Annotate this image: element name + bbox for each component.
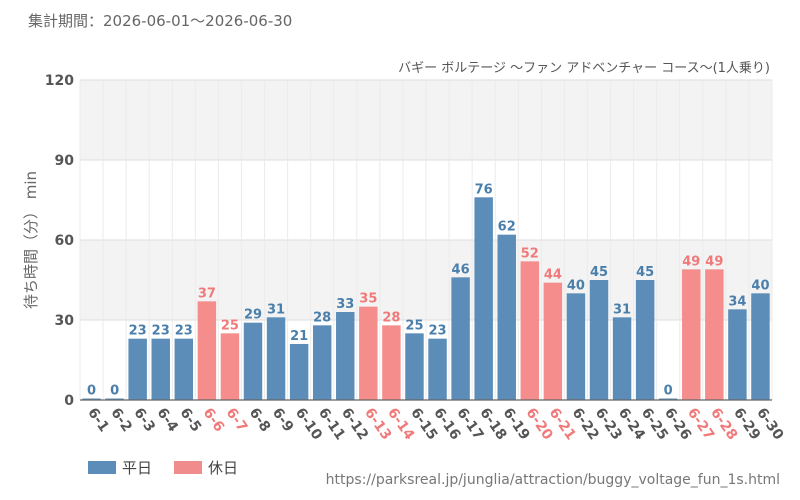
- bar-value-label: 40: [751, 278, 769, 293]
- period-label: 集計期間：2026-06-01～2026-06-30: [28, 12, 293, 30]
- bar-value-label: 23: [152, 324, 170, 339]
- bar: [589, 280, 609, 400]
- bar-value-label: 40: [567, 278, 585, 293]
- legend-item-weekday: 平日: [88, 457, 152, 478]
- bar-value-label: 23: [175, 324, 193, 339]
- bar-value-label: 29: [244, 308, 262, 323]
- bars: [82, 197, 770, 400]
- y-tick-label: 0: [64, 393, 74, 409]
- bar-value-label: 49: [705, 254, 723, 269]
- bar: [682, 269, 701, 400]
- x-tick-label: 6-8: [246, 405, 274, 435]
- bar: [728, 309, 747, 400]
- bar: [289, 344, 309, 400]
- y-tick-label: 90: [55, 153, 75, 169]
- legend-swatch-holiday: [174, 461, 203, 474]
- x-tick-label: 6-5: [177, 405, 205, 435]
- chart-title: バギー ボルテージ ～ファン アドベンチャー コース～(1人乗り): [398, 61, 770, 76]
- bar: [174, 338, 194, 400]
- bar: [197, 301, 217, 400]
- bar-value-label: 37: [198, 286, 216, 301]
- bar-value-label: 31: [613, 302, 631, 317]
- x-tick-label: 6-6: [200, 405, 228, 435]
- bar: [451, 277, 470, 400]
- bar: [220, 333, 240, 400]
- legend-label-holiday: 休日: [208, 459, 239, 477]
- bar-value-label: 0: [87, 384, 96, 399]
- bar-value-label: 44: [544, 268, 562, 283]
- bar: [751, 293, 770, 400]
- bar-value-label: 31: [267, 302, 285, 317]
- y-axis-ticks: 0 30 60 90 120: [45, 73, 74, 409]
- bar-value-label: 76: [475, 182, 493, 197]
- bar-value-label: 21: [290, 329, 308, 344]
- bar: [520, 261, 540, 400]
- bar: [428, 338, 447, 400]
- bar-value-label: 62: [498, 220, 516, 235]
- bar: [382, 325, 401, 400]
- bar: [635, 280, 655, 400]
- chart-grid: [79, 79, 773, 401]
- x-tick-label: 6-4: [153, 405, 181, 435]
- bar: [312, 325, 332, 400]
- bar: [612, 317, 632, 400]
- y-tick-label: 120: [45, 73, 74, 89]
- y-axis-label: 待ち時間（分） min: [22, 171, 40, 309]
- bar: [566, 293, 586, 400]
- bar: [82, 398, 101, 400]
- y-tick-label: 60: [55, 233, 75, 249]
- bar-value-label: 25: [405, 318, 423, 333]
- bar: [359, 306, 378, 400]
- legend-swatch-weekday: [88, 461, 116, 474]
- legend-item-holiday: 休日: [174, 457, 238, 478]
- bar-value-label: 28: [382, 310, 400, 325]
- bar-value-label: 28: [313, 310, 331, 325]
- bar-value-label: 52: [521, 246, 539, 261]
- bar-value-label: 45: [590, 265, 608, 280]
- bar: [543, 282, 563, 400]
- bar-value-label: 49: [682, 254, 700, 269]
- bar: [497, 234, 516, 400]
- x-tick-label: 6-30: [753, 405, 786, 443]
- x-tick-label: 6-7: [223, 405, 251, 435]
- bar: [405, 333, 424, 400]
- bar-value-label: 46: [452, 262, 470, 277]
- source-url: https://parksreal.jp/junglia/attraction/…: [325, 472, 780, 488]
- x-axis-ticks: 6-16-26-36-46-56-66-76-86-96-106-116-126…: [84, 405, 786, 443]
- x-tick-label: 6-3: [130, 405, 158, 435]
- legend: 平日 休日: [88, 457, 238, 478]
- bar: [474, 197, 493, 400]
- bar-value-label: 23: [129, 324, 147, 339]
- bar: [151, 338, 170, 400]
- bar: [705, 269, 724, 400]
- bar: [128, 338, 147, 400]
- bar: [243, 322, 263, 400]
- bar: [105, 398, 124, 400]
- bar: [658, 398, 678, 400]
- x-tick-label: 6-2: [107, 405, 135, 435]
- bar-value-label: 25: [221, 318, 239, 333]
- x-tick-label: 6-1: [84, 405, 112, 435]
- bar: [266, 317, 286, 400]
- legend-label-weekday: 平日: [122, 459, 153, 477]
- bar: [336, 312, 355, 400]
- bar-value-label: 35: [359, 292, 377, 307]
- bar-value-label: 23: [428, 324, 446, 339]
- bar-value-label: 45: [636, 265, 654, 280]
- x-tick-label: 6-9: [269, 405, 297, 435]
- bar-value-label: 33: [336, 297, 354, 312]
- y-tick-label: 30: [55, 313, 75, 329]
- bar-value-label: 34: [728, 294, 746, 309]
- bar-value-label: 0: [110, 384, 119, 399]
- bar-value-label: 0: [664, 384, 673, 399]
